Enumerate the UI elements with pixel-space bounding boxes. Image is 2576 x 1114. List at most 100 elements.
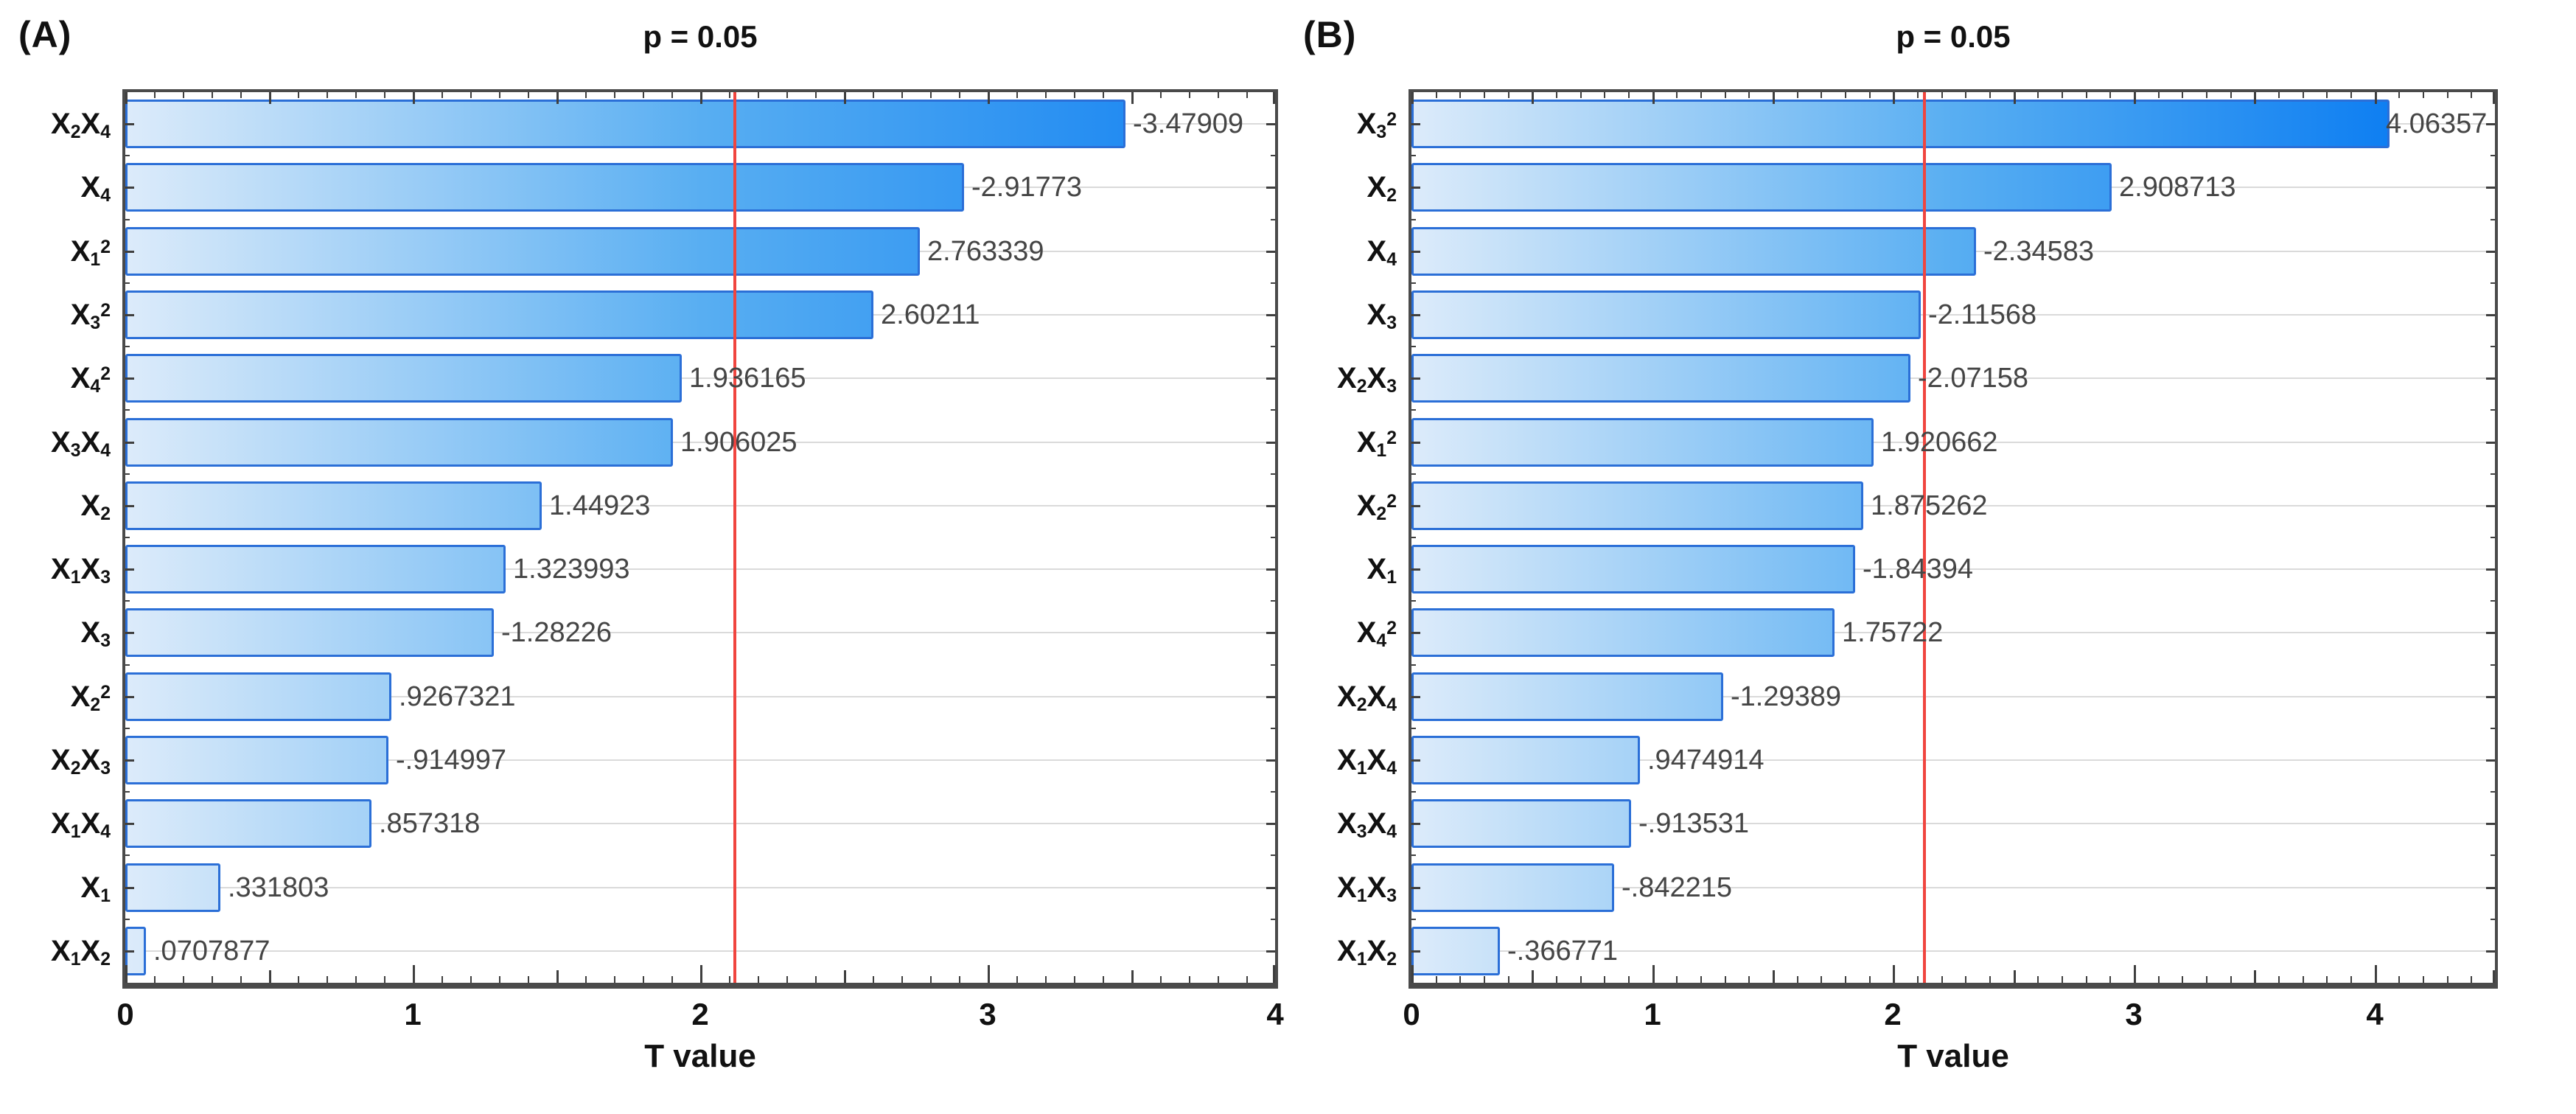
x-axis-tick bbox=[1411, 965, 1414, 983]
top-axis-tick bbox=[2109, 92, 2111, 98]
top-axis-tick bbox=[212, 92, 213, 98]
right-axis-minor-tick bbox=[1271, 473, 1275, 475]
y-axis-label-X1X3: X1X3 bbox=[1337, 871, 1397, 907]
x-axis-tick bbox=[2493, 970, 2495, 983]
top-axis-tick bbox=[873, 92, 874, 98]
right-axis-tick bbox=[1266, 632, 1275, 634]
x-tick-label-4: 4 bbox=[2366, 997, 2384, 1031]
top-axis-tick bbox=[1917, 92, 1919, 98]
bar-value-label: -2.91773 bbox=[971, 172, 1083, 203]
right-axis-tick bbox=[2486, 187, 2495, 189]
left-axis-tick bbox=[125, 632, 134, 634]
x-tick-label-2: 2 bbox=[1884, 997, 1902, 1031]
bar-X1X4 bbox=[125, 799, 371, 848]
bar-value-label: 1.75722 bbox=[1842, 617, 1944, 648]
x-axis-tick bbox=[1628, 976, 1630, 983]
left-axis-minor-tick bbox=[1411, 473, 1416, 475]
top-axis-tick bbox=[930, 92, 932, 98]
left-axis-tick bbox=[125, 823, 134, 825]
x-axis-tick bbox=[1131, 970, 1134, 983]
top-axis-tick bbox=[1218, 92, 1219, 98]
right-axis-minor-tick bbox=[2491, 346, 2495, 347]
left-axis-tick bbox=[1411, 505, 1420, 507]
bar-X2X3 bbox=[1411, 354, 1910, 403]
top-axis-tick bbox=[269, 92, 271, 104]
bar-value-label: -.842215 bbox=[1622, 872, 1733, 903]
x-axis-tick bbox=[1893, 965, 1895, 983]
bar-value-label: -3.47909 bbox=[1133, 108, 1244, 139]
x-axis-tick bbox=[1246, 976, 1248, 983]
bar-X1X3 bbox=[1411, 863, 1614, 912]
panel-a-title: p = 0.05 bbox=[643, 19, 758, 54]
top-axis-tick bbox=[643, 92, 644, 98]
left-axis-minor-tick bbox=[125, 282, 130, 284]
left-axis-tick bbox=[125, 887, 134, 889]
gridline bbox=[1411, 696, 2495, 697]
x-axis-tick bbox=[1725, 976, 1726, 983]
bar-X2^2 bbox=[1411, 481, 1863, 530]
x-axis-tick bbox=[1273, 965, 1275, 983]
left-axis-tick bbox=[1411, 696, 1420, 698]
bar-value-label: .0707877 bbox=[153, 936, 270, 967]
right-axis-tick bbox=[1266, 696, 1275, 698]
top-axis-tick bbox=[2014, 92, 2016, 104]
left-axis-minor-tick bbox=[1411, 664, 1416, 666]
gridline bbox=[125, 442, 1275, 443]
x-axis-tick bbox=[1604, 976, 1605, 983]
bar-value-label: -2.11568 bbox=[1928, 299, 2037, 330]
bar-value-label: -1.29389 bbox=[1731, 681, 1842, 712]
x-axis-tick bbox=[528, 976, 529, 983]
left-axis-minor-tick bbox=[125, 854, 130, 856]
gridline bbox=[125, 887, 1275, 888]
right-axis-minor-tick bbox=[2491, 664, 2495, 666]
top-axis-tick bbox=[1989, 92, 1991, 98]
left-axis-minor-tick bbox=[125, 919, 130, 920]
top-axis-tick bbox=[355, 92, 357, 98]
top-axis-tick bbox=[2230, 92, 2232, 98]
bar-value-label: .331803 bbox=[228, 872, 329, 903]
y-axis-label-X2: X2 bbox=[1366, 171, 1397, 206]
top-axis-tick bbox=[2254, 92, 2256, 104]
x-tick-label-1: 1 bbox=[1644, 997, 1661, 1031]
left-axis-minor-tick bbox=[1411, 282, 1416, 284]
x-axis-tick bbox=[298, 976, 299, 983]
right-axis-minor-tick bbox=[1271, 537, 1275, 538]
gridline bbox=[125, 696, 1275, 697]
x-axis-tick bbox=[1941, 976, 1943, 983]
x-axis-tick bbox=[1676, 976, 1678, 983]
top-axis-tick bbox=[1941, 92, 1943, 98]
x-axis-tick bbox=[355, 976, 357, 983]
left-axis-tick bbox=[1411, 187, 1420, 189]
x-tick-label-3: 3 bbox=[979, 997, 996, 1031]
right-axis-tick bbox=[1266, 887, 1275, 889]
x-axis-tick bbox=[1773, 970, 1775, 983]
bar-value-label: 2.908713 bbox=[2119, 172, 2236, 203]
bar-value-label: 2.763339 bbox=[927, 236, 1044, 267]
right-axis-minor-tick bbox=[1271, 728, 1275, 729]
top-axis-tick bbox=[1556, 92, 1557, 98]
y-axis-label-X1: X1 bbox=[80, 871, 111, 907]
left-axis-tick bbox=[125, 442, 134, 444]
top-axis-tick bbox=[1411, 92, 1414, 104]
x-axis-tick bbox=[1045, 976, 1047, 983]
right-axis-tick bbox=[1266, 823, 1275, 825]
bar-X4^2 bbox=[1411, 608, 1835, 657]
top-axis-tick bbox=[671, 92, 673, 98]
bar-X4 bbox=[125, 163, 964, 212]
left-axis-tick bbox=[125, 568, 134, 571]
left-axis-tick bbox=[1411, 823, 1420, 825]
top-axis-tick bbox=[2326, 92, 2328, 98]
gridline bbox=[125, 377, 1275, 379]
right-axis-minor-tick bbox=[2491, 600, 2495, 602]
bar-X3^2 bbox=[125, 290, 873, 339]
gridline bbox=[1411, 442, 2495, 443]
left-axis-minor-tick bbox=[125, 664, 130, 666]
top-axis-tick bbox=[2182, 92, 2183, 98]
top-axis-tick bbox=[1628, 92, 1630, 98]
x-axis-tick bbox=[470, 976, 472, 983]
right-axis-tick bbox=[1266, 314, 1275, 316]
x-axis-tick bbox=[1652, 965, 1655, 983]
right-axis-minor-tick bbox=[1271, 664, 1275, 666]
top-axis-tick bbox=[125, 92, 128, 104]
y-axis-label-X1^2: X12 bbox=[1356, 426, 1397, 462]
